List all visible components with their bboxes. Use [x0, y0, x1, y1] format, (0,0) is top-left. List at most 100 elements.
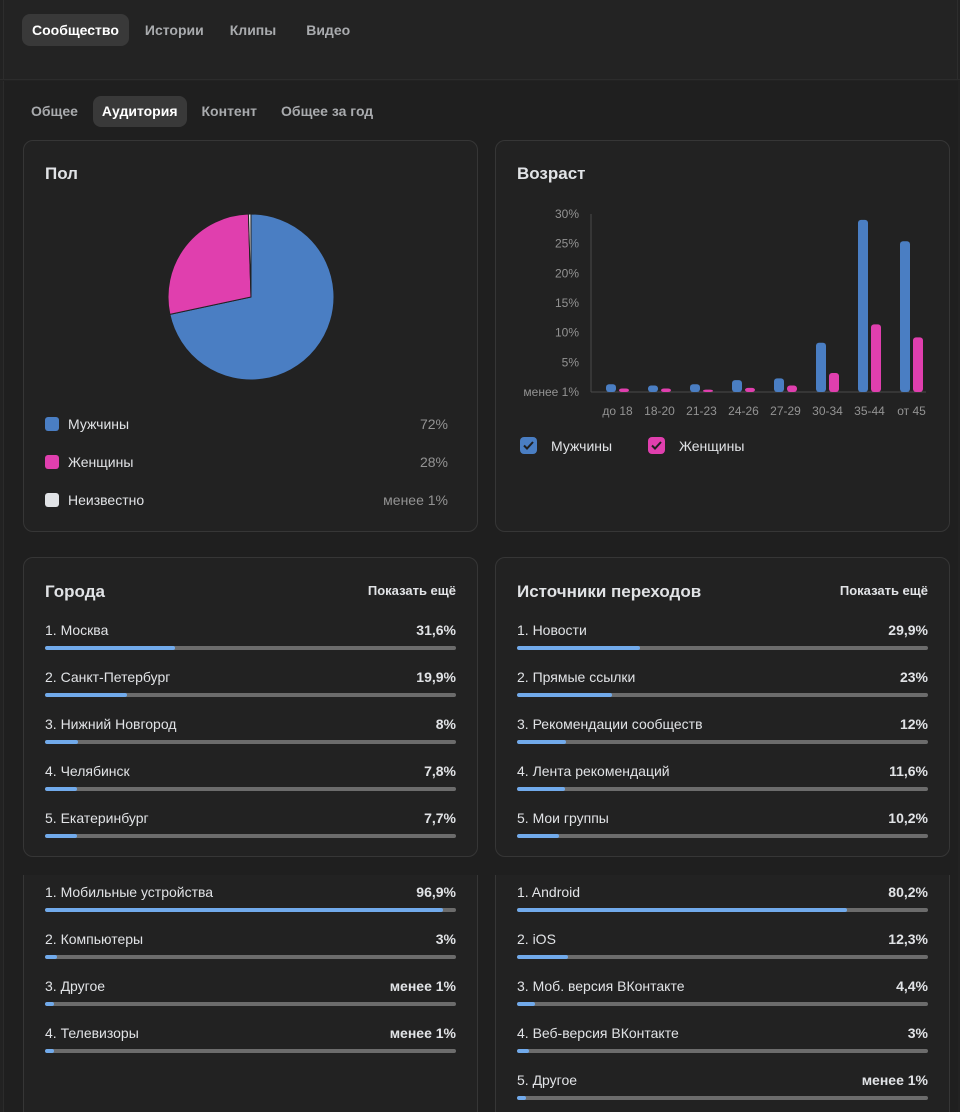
row-label: 3. Моб. версия ВКонтакте — [517, 978, 685, 994]
row-label: 1. Новости — [517, 622, 587, 638]
progress-fill — [45, 1002, 55, 1006]
progress-track — [45, 646, 456, 650]
age-title: Возраст — [517, 164, 586, 183]
platforms-card: 1. Android 80,2% 2. iOS 12,3% 3. Моб. версия… — [495, 875, 950, 1112]
legend-row-male: Мужчины 72% — [45, 414, 448, 434]
x-tick-label: от 45 — [897, 404, 926, 418]
x-tick-label: 27-29 — [770, 404, 801, 418]
age-bar-male[interactable] — [690, 384, 700, 392]
cities-row: 5. Екатеринбург 7,7% — [45, 810, 456, 844]
progress-track — [45, 834, 456, 838]
legend-value-female: 28% — [419, 454, 448, 470]
age-bar-female[interactable] — [829, 373, 839, 392]
tab-yearly-overview[interactable]: Общее за год — [281, 103, 374, 119]
progress-track — [517, 693, 928, 697]
y-tick-label: 20% — [555, 266, 579, 280]
tab-clips[interactable]: Клипы — [229, 22, 277, 38]
male-checkbox-icon[interactable] — [520, 437, 537, 454]
row-label: 4. Веб-версия ВКонтакте — [517, 1025, 679, 1041]
cities-row: 4. Челябинск 7,8% — [45, 763, 456, 797]
age-bar-male[interactable] — [900, 241, 910, 392]
row-label: 4. Челябинск — [45, 763, 130, 779]
progress-track — [45, 787, 456, 791]
progress-fill — [45, 646, 175, 650]
progress-fill — [45, 955, 58, 959]
age-bar-female[interactable] — [619, 388, 629, 392]
gender-title: Пол — [45, 164, 78, 183]
legend-label-unknown: Неизвестно — [68, 492, 145, 508]
platforms-row: 5. Другое менее 1% — [517, 1072, 928, 1106]
progress-fill — [517, 693, 612, 697]
age-bar-male[interactable] — [816, 342, 826, 392]
tab-content[interactable]: Контент — [201, 103, 258, 119]
legend-value-unknown: менее 1% — [383, 492, 448, 508]
progress-track — [517, 955, 928, 959]
devices-row: 1. Мобильные устройства 96,9% — [45, 884, 456, 918]
tab-audience[interactable]: Аудитория — [92, 96, 187, 127]
progress-track — [517, 834, 928, 838]
progress-fill — [45, 740, 78, 744]
progress-track — [517, 787, 928, 791]
sources-row: 1. Новости 29,9% — [517, 622, 928, 656]
pie-slice-female[interactable] — [167, 213, 252, 315]
age-bar-female[interactable] — [787, 385, 797, 392]
row-value: менее 1% — [389, 1025, 456, 1041]
row-label: 2. Санкт-Петербург — [45, 669, 171, 685]
age-bar-chart: менее 1% 5% 10% 15% 20% 25% 30% до 18 18-20 21-23… — [523, 207, 926, 418]
age-bar-male[interactable] — [648, 385, 658, 392]
progress-track — [517, 646, 928, 650]
female-swatch — [45, 455, 59, 469]
tab-video[interactable]: Видео — [306, 22, 351, 38]
age-bar-female[interactable] — [745, 387, 755, 392]
legend-label-male: Мужчины — [68, 416, 130, 432]
cities-row: 2. Санкт-Петербург 19,9% — [45, 669, 456, 703]
sources-show-more-link[interactable]: Показать ещё — [839, 583, 928, 598]
progress-fill — [45, 834, 77, 838]
progress-fill — [517, 787, 565, 791]
age-bar-male[interactable] — [606, 384, 616, 392]
cities-show-more-link[interactable]: Показать ещё — [367, 583, 456, 598]
pie-slice-unknown[interactable] — [247, 213, 252, 298]
x-tick-label: 21-23 — [686, 404, 717, 418]
age-card: Возраст менее 1% 5% 10% 15% 20% 25% 30% до 18 18… — [495, 140, 950, 532]
devices-row: 2. Компьютеры 3% — [45, 931, 456, 965]
age-legend-female[interactable]: Женщины — [648, 437, 744, 454]
gender-card: Пол Мужчины 72% Женщины 28% Неизвестно м… — [23, 140, 478, 532]
tab-overview[interactable]: Общее — [31, 103, 78, 119]
row-label: 5. Екатеринбург — [45, 810, 149, 826]
row-label: 3. Другое — [45, 978, 106, 994]
age-legend-male-label: Мужчины — [551, 437, 613, 454]
pie-slice-male[interactable] — [169, 213, 335, 381]
age-bar-female[interactable] — [871, 324, 881, 392]
age-bar-female[interactable] — [703, 389, 713, 392]
row-value: 7,8% — [424, 763, 456, 779]
sources-card: Источники переходов Показать ещё 1. Ново… — [495, 557, 950, 857]
row-value: 8% — [435, 716, 456, 732]
progress-track — [517, 1002, 928, 1006]
age-bar-female[interactable] — [661, 388, 671, 392]
row-label: 1. Android — [517, 884, 581, 900]
age-bar-male[interactable] — [858, 219, 868, 392]
x-tick-label: 18-20 — [644, 404, 675, 418]
age-bar-female[interactable] — [913, 337, 923, 392]
progress-fill — [517, 740, 567, 744]
y-tick-label: 10% — [555, 326, 579, 340]
row-value: 4,4% — [896, 978, 928, 994]
age-bar-male[interactable] — [774, 378, 784, 392]
progress-fill — [45, 908, 444, 912]
row-label: 4. Телевизоры — [45, 1025, 139, 1041]
row-value: 10,2% — [888, 810, 928, 826]
row-label: 4. Лента рекомендаций — [517, 763, 670, 779]
legend-value-male: 72% — [419, 416, 448, 432]
tab-stories[interactable]: Истории — [144, 22, 204, 38]
devices-row: 3. Другое менее 1% — [45, 978, 456, 1012]
x-tick-label: до 18 — [602, 404, 633, 418]
tab-community[interactable]: Сообщество — [22, 14, 129, 46]
cities-card: Города Показать ещё 1. Москва 31,6% 2. Сан… — [23, 557, 478, 857]
y-tick-label: 25% — [555, 237, 579, 251]
age-legend-male[interactable]: Мужчины — [520, 437, 612, 454]
sources-row: 5. Мои группы 10,2% — [517, 810, 928, 844]
progress-track — [517, 1096, 928, 1100]
female-checkbox-icon[interactable] — [648, 437, 665, 454]
age-bar-male[interactable] — [732, 380, 742, 392]
